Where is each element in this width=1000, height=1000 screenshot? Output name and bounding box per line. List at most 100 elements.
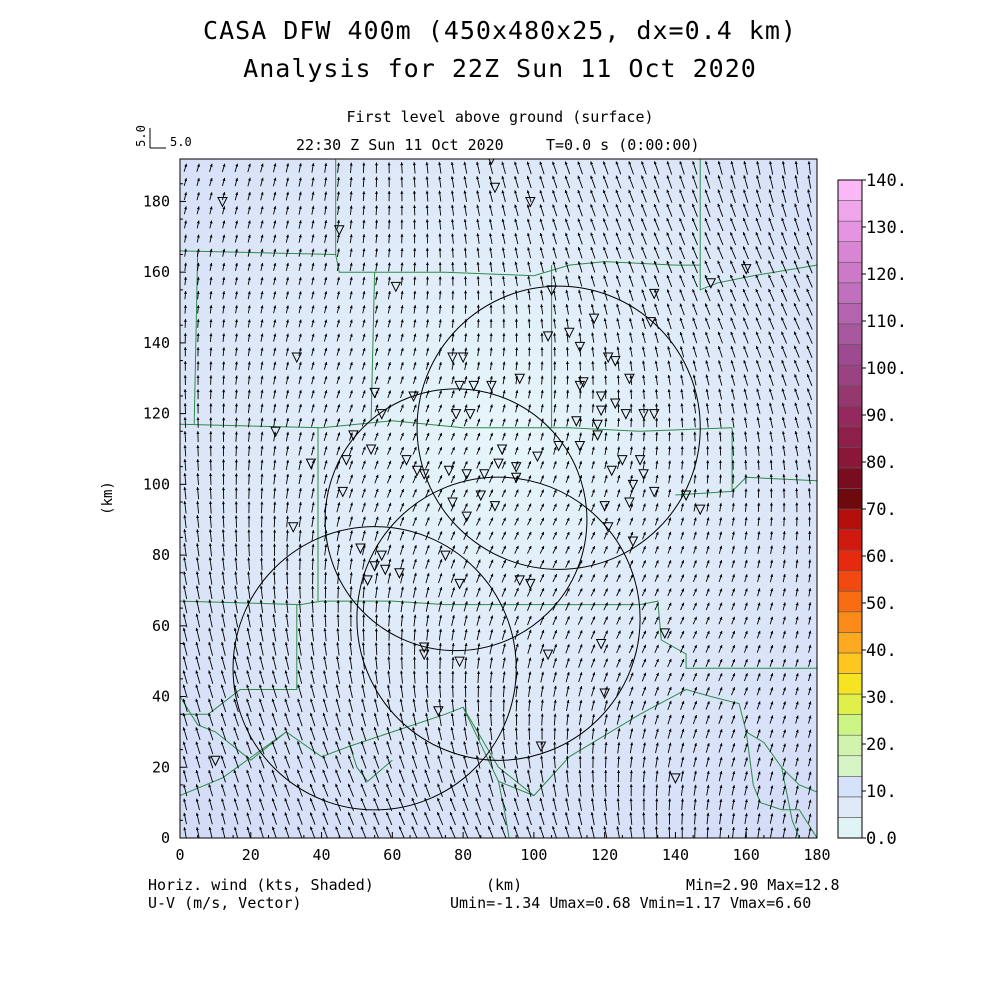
boundary-line bbox=[193, 250, 199, 425]
footer-vector-label: U-V (m/s, Vector) bbox=[148, 894, 302, 912]
colorbar-swatch bbox=[837, 467, 863, 489]
wind-vector bbox=[208, 798, 213, 811]
wind-vector bbox=[284, 712, 290, 727]
wind-vector bbox=[195, 641, 201, 656]
wind-vector bbox=[260, 206, 264, 215]
wind-vector bbox=[234, 557, 238, 571]
wind-vector bbox=[208, 784, 214, 797]
wind-vector bbox=[233, 613, 239, 628]
wind-vector bbox=[273, 501, 277, 514]
wind-vector bbox=[311, 291, 315, 300]
wind-vector bbox=[285, 599, 289, 613]
wind-vector bbox=[247, 191, 251, 201]
colorbar-swatch bbox=[837, 796, 863, 818]
wind-vector bbox=[298, 389, 302, 399]
wind-vector bbox=[349, 390, 353, 399]
wind-vector bbox=[323, 375, 328, 385]
wind-vector bbox=[322, 741, 329, 755]
wind-vectors bbox=[182, 160, 813, 838]
wind-vector bbox=[221, 191, 226, 201]
wind-vector bbox=[247, 417, 251, 428]
colorbar-swatch bbox=[837, 734, 863, 757]
wind-vector bbox=[323, 418, 328, 427]
wind-vector bbox=[209, 501, 213, 514]
wind-vector bbox=[184, 248, 187, 257]
wind-vector bbox=[182, 769, 188, 783]
wind-vector bbox=[183, 543, 187, 557]
wind-vector bbox=[260, 177, 264, 187]
wind-vector bbox=[311, 191, 315, 201]
wind-vector bbox=[324, 276, 328, 286]
wind-vector bbox=[362, 333, 366, 342]
wind-vector bbox=[374, 488, 379, 498]
wind-vector bbox=[209, 319, 213, 328]
wind-vector bbox=[374, 558, 379, 570]
wind-vector bbox=[347, 826, 354, 838]
wind-vector bbox=[183, 515, 187, 528]
wind-vector bbox=[183, 375, 187, 386]
ref-vector-v-label: 5.0 bbox=[134, 125, 148, 147]
wind-vector bbox=[323, 656, 328, 670]
wind-vector bbox=[183, 529, 187, 543]
wind-vector bbox=[335, 726, 341, 741]
wind-vector bbox=[273, 333, 277, 342]
wind-vector bbox=[310, 656, 315, 670]
wind-vector bbox=[221, 163, 226, 173]
wind-vector bbox=[233, 812, 239, 825]
wind-vector bbox=[247, 403, 251, 414]
wind-vector bbox=[374, 698, 379, 713]
wind-vector bbox=[322, 755, 329, 769]
wind-vector bbox=[247, 277, 251, 285]
wind-vector bbox=[258, 755, 265, 769]
wind-vector bbox=[220, 670, 226, 684]
wind-vector bbox=[259, 627, 264, 642]
wind-vector bbox=[349, 276, 353, 286]
wind-vector bbox=[322, 783, 329, 797]
wind-vector bbox=[298, 333, 302, 342]
wind-vector bbox=[222, 305, 226, 314]
wind-vector bbox=[220, 741, 227, 755]
wind-vector bbox=[374, 516, 379, 527]
wind-vector bbox=[374, 333, 379, 342]
wind-vector bbox=[182, 727, 188, 741]
wind-vector bbox=[324, 291, 328, 300]
x-tick-label: 20 bbox=[242, 846, 260, 864]
wind-vector bbox=[387, 530, 392, 541]
y-tick-label: 40 bbox=[152, 688, 170, 706]
colorbar-label: 10. bbox=[866, 782, 897, 802]
wind-vector bbox=[349, 600, 353, 613]
wind-vector bbox=[234, 206, 239, 215]
wind-vector bbox=[233, 656, 239, 670]
wind-vector bbox=[195, 755, 201, 769]
wind-vector bbox=[285, 557, 289, 571]
colorbar-swatch bbox=[837, 303, 863, 325]
wind-vector bbox=[324, 585, 327, 599]
wind-vector bbox=[311, 585, 315, 599]
colorbar-swatch bbox=[837, 200, 863, 222]
wind-vector bbox=[298, 361, 302, 371]
wind-vector bbox=[208, 812, 213, 825]
wind-vector bbox=[234, 571, 238, 585]
wind-vector bbox=[386, 783, 393, 797]
wind-vector bbox=[311, 361, 315, 370]
wind-vector bbox=[247, 347, 251, 357]
wind-vector bbox=[297, 670, 303, 684]
wind-vector bbox=[298, 487, 302, 499]
wind-vector bbox=[183, 486, 187, 500]
wind-vector bbox=[209, 389, 213, 400]
colorbar-label: 40. bbox=[866, 641, 897, 661]
wind-vector bbox=[324, 177, 328, 187]
wind-vector bbox=[285, 262, 289, 271]
wind-vector bbox=[220, 727, 227, 741]
wind-vector bbox=[361, 516, 366, 527]
wind-vector bbox=[298, 305, 302, 314]
wind-vector bbox=[222, 234, 226, 243]
wind-vector bbox=[285, 361, 289, 371]
wind-vector bbox=[222, 459, 226, 471]
wind-vector bbox=[361, 684, 366, 698]
wind-vector bbox=[247, 557, 251, 571]
wind-vector bbox=[285, 417, 290, 428]
wind-vector bbox=[183, 472, 187, 486]
wind-vector bbox=[361, 712, 367, 727]
wind-vector bbox=[273, 473, 277, 485]
